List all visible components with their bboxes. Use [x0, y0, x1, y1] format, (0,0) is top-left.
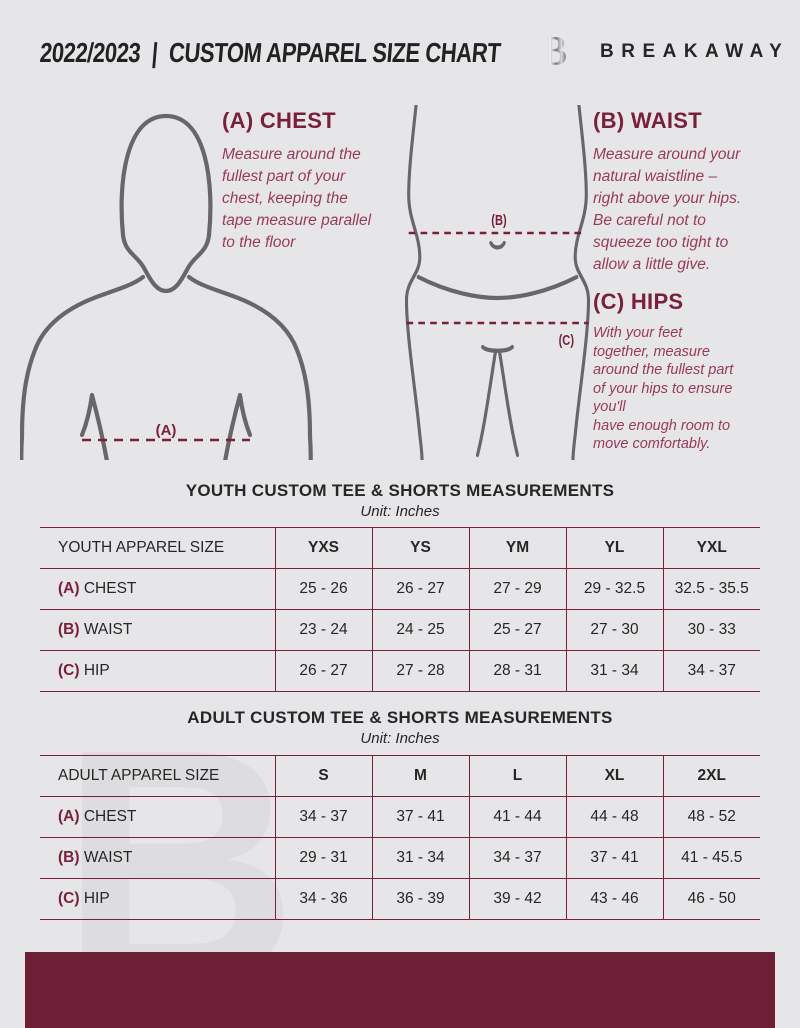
svg-text:(C): (C)	[559, 331, 574, 348]
svg-text:(A): (A)	[156, 422, 177, 439]
svg-text:B: B	[548, 30, 567, 72]
svg-text:BREAKAWAY: BREAKAWAY	[600, 41, 788, 62]
svg-text:(B): (B)	[491, 211, 506, 228]
